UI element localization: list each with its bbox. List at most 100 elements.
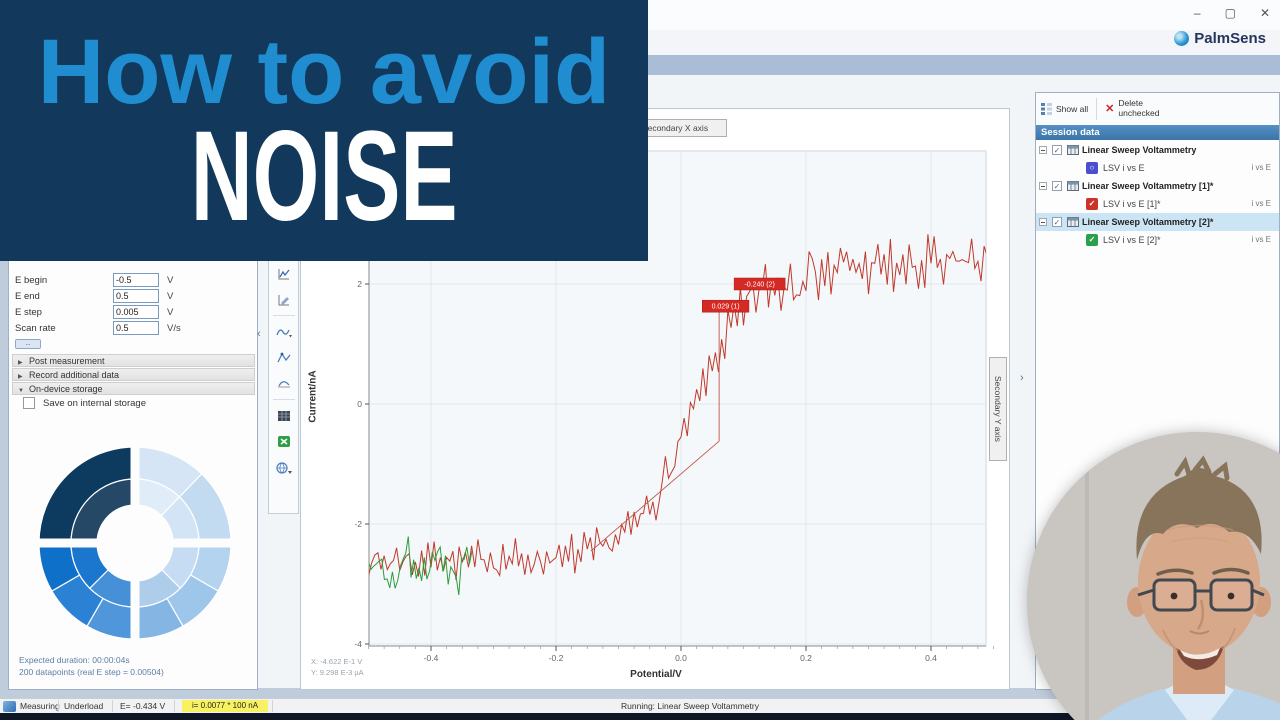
expected-duration-text: Expected duration: 00:00:04s [19, 655, 130, 665]
delete-x-icon: ✕ [1105, 103, 1115, 115]
param-label: Scan rate [15, 323, 56, 334]
section-header[interactable]: ▶ Record additional data [12, 368, 255, 381]
curve-axes-label: i vs E [1251, 235, 1271, 244]
data-table-icon[interactable] [273, 405, 295, 426]
save-internal-storage-checkbox[interactable] [23, 397, 35, 409]
session-tree-child-row[interactable]: ✓ LSV i vs E [2]* i vs E [1036, 231, 1279, 249]
panel-gap [0, 688, 1280, 698]
param-input[interactable] [113, 289, 159, 303]
close-button[interactable]: ✕ [1259, 6, 1270, 20]
plot-toolbar [268, 258, 299, 514]
tree-checkbox[interactable]: ✓ [1052, 217, 1062, 227]
save-curve-icon[interactable] [273, 457, 295, 478]
svg-text:-0.2: -0.2 [549, 653, 564, 663]
toolbar-separator [1096, 97, 1098, 120]
svg-text:-2: -2 [354, 519, 362, 529]
measurement-label: Linear Sweep Voltammetry [1]* [1082, 181, 1214, 191]
status-separator [58, 700, 59, 712]
y-axis-label: Current/nA [307, 370, 319, 423]
minimize-button[interactable]: – [1193, 6, 1201, 20]
x-axis-label: Potential/V [630, 669, 682, 680]
delete-unchecked-label: Delete unchecked [1118, 97, 1160, 118]
svg-text:0.2: 0.2 [800, 653, 812, 663]
excel-export-icon[interactable] [273, 431, 295, 452]
derivative-curve-icon[interactable] [273, 347, 295, 368]
collapse-sidebar-arrow[interactable]: ‹ [257, 328, 261, 340]
svg-text:2: 2 [357, 279, 362, 289]
palmsens-logo-icon [1174, 31, 1190, 46]
tree-expander-icon[interactable] [1039, 182, 1047, 190]
param-row: E begin V [9, 273, 259, 289]
section-label: Record additional data [29, 370, 120, 380]
status-current-value: i= 0.0077 * 100 nA [182, 700, 268, 712]
status-separator [174, 700, 175, 712]
param-label: E begin [15, 275, 48, 286]
title-line-1: How to avoid [37, 21, 611, 123]
status-item: E= -0.434 V [120, 701, 166, 711]
svg-text:-0.4: -0.4 [424, 653, 439, 663]
more-options-button[interactable]: ... [15, 339, 41, 349]
brand-name: PalmSens [1194, 30, 1266, 47]
session-tree-child-row[interactable]: ○ LSV i vs E i vs E [1036, 159, 1279, 177]
section-header[interactable]: ▶ Post measurement [12, 354, 255, 367]
status-separator [112, 700, 113, 712]
collapse-session-arrow[interactable]: › [1020, 372, 1024, 384]
tree-checkbox[interactable]: ✓ [1052, 145, 1062, 155]
curve-blue-icon[interactable]: ○ [1086, 162, 1098, 174]
maximize-button[interactable]: ▢ [1224, 6, 1236, 20]
title-line-2: NOISE [190, 105, 458, 248]
show-all-icon [1041, 102, 1052, 115]
svg-text:0.029 (1): 0.029 (1) [712, 304, 740, 311]
curve-green-icon[interactable]: ✓ [1086, 234, 1098, 246]
datapoints-text: 200 datapoints (real E step = 0.00504) [19, 667, 164, 677]
status-app-icon [3, 701, 16, 712]
video-title-overlay: How to avoid NOISE [0, 0, 648, 261]
session-tree-parent-row[interactable]: ✓ Linear Sweep Voltammetry [2]* [1036, 213, 1279, 231]
smooth-curve-icon[interactable] [273, 321, 295, 342]
svg-text:0.4: 0.4 [925, 653, 937, 663]
param-input[interactable] [113, 273, 159, 287]
edit-graph-icon[interactable] [273, 289, 295, 310]
session-toolbar: Show all ✕ Delete unchecked [1036, 93, 1279, 124]
show-all-button[interactable]: Show all [1036, 101, 1093, 117]
param-row: Scan rate V/s [9, 321, 259, 337]
measurement-grid-icon [1067, 181, 1079, 193]
panel-gap-left [0, 260, 8, 690]
cursor-y-value: Y: 9.298 E-3 µA [311, 667, 364, 677]
secondary-y-axis-button[interactable]: Secondary Y axis [989, 357, 1007, 461]
status-bar: i= 0.0077 * 100 nA Running: Linear Sweep… [0, 698, 1280, 713]
measurement-label: Linear Sweep Voltammetry [2]* [1082, 217, 1214, 227]
param-input[interactable] [113, 321, 159, 335]
session-tree-parent-row[interactable]: ✓ Linear Sweep Voltammetry [1]* [1036, 177, 1279, 195]
param-row: E step V [9, 305, 259, 321]
svg-text:-0.240 (2): -0.240 (2) [744, 282, 774, 289]
chevron-expanded-icon: ▼ [18, 388, 24, 394]
show-all-label: Show all [1056, 103, 1089, 114]
status-separator [272, 700, 273, 712]
section-header[interactable]: ▼ On-device storage [12, 382, 255, 395]
tree-expander-icon[interactable] [1039, 218, 1047, 226]
zoom-graph-icon[interactable] [273, 263, 295, 284]
session-tree-parent-row[interactable]: ✓ Linear Sweep Voltammetry [1036, 141, 1279, 159]
param-unit: V [167, 291, 174, 302]
toolbar-separator [272, 399, 295, 400]
curve-label: LSV i vs E [2]* [1103, 235, 1161, 245]
tree-checkbox[interactable]: ✓ [1052, 181, 1062, 191]
measurement-grid-icon [1067, 217, 1079, 229]
cursor-x-value: X: -4.622 E-1 V [311, 657, 363, 666]
tree-expander-icon[interactable] [1039, 146, 1047, 154]
curve-label: LSV i vs E [1]* [1103, 199, 1161, 209]
curve-red-icon[interactable]: ✓ [1086, 198, 1098, 210]
param-unit: V [167, 275, 174, 286]
secondary-x-axis-button[interactable]: Secondary X axis [623, 119, 727, 137]
param-label: E end [15, 291, 40, 302]
param-label: E step [15, 307, 42, 318]
session-data-header: Session data [1036, 125, 1279, 140]
session-tree-child-row[interactable]: ✓ LSV i vs E [1]* i vs E [1036, 195, 1279, 213]
param-input[interactable] [113, 305, 159, 319]
baseline-curve-icon[interactable] [273, 373, 295, 394]
cursor-readout: X: -4.622 E-1 V Y: 9.298 E-3 µA [311, 657, 364, 679]
delete-unchecked-button[interactable]: ✕ Delete unchecked [1100, 97, 1175, 121]
curve-axes-label: i vs E [1251, 199, 1271, 208]
